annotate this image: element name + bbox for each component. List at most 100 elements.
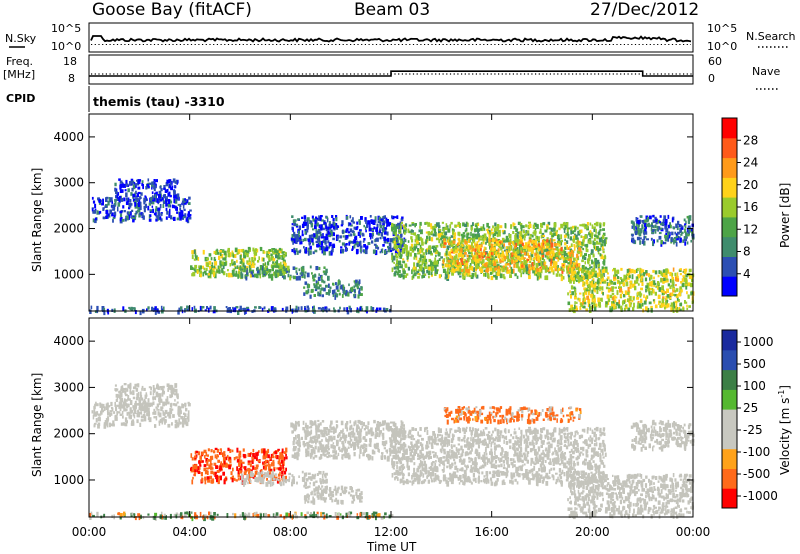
echo-cell (502, 252, 505, 256)
echo-cell (499, 225, 503, 229)
echo-cell (360, 216, 363, 220)
echo-cell (658, 235, 662, 240)
echo-cell (495, 275, 498, 279)
echo-cell (197, 256, 200, 261)
echo-cell (353, 280, 356, 283)
echo-cell (503, 244, 505, 249)
echo-cell (594, 283, 597, 288)
echo-cell (275, 250, 279, 254)
echo-cell (251, 257, 254, 262)
echo-cell (376, 226, 378, 229)
echo-cell (328, 289, 331, 293)
echo-cell (428, 245, 432, 251)
echo-cell (560, 255, 564, 259)
echo-cell (560, 223, 564, 229)
echo-cell (119, 407, 122, 411)
echo-cell (324, 308, 327, 312)
echo-cell (400, 241, 403, 245)
echo-cell (323, 221, 326, 225)
echo-cell (528, 274, 531, 280)
echo-cell (682, 275, 686, 278)
echo-cell (389, 222, 392, 226)
echo-cell (98, 199, 101, 204)
echo-cell (119, 397, 122, 402)
echo-cell (586, 289, 588, 292)
echo-cell (540, 247, 544, 250)
echo-cell (421, 241, 424, 246)
echo-cell (410, 231, 413, 235)
echo-cell (514, 248, 517, 251)
echo-cell (112, 423, 115, 427)
echo-cell (339, 235, 342, 239)
echo-cell (355, 248, 359, 254)
echo-cell (542, 246, 546, 250)
echo-cell (348, 283, 350, 287)
echo-cell (283, 271, 287, 274)
echo-cell (481, 263, 485, 267)
echo-cell (576, 253, 579, 259)
echo-cell (320, 234, 324, 239)
echo-cell (618, 286, 621, 289)
echo-cell (167, 423, 171, 428)
echo-cell (475, 237, 479, 240)
echo-cell (458, 232, 461, 237)
echo-cell (97, 423, 100, 429)
echo-cell (648, 301, 652, 305)
echo-cell (99, 402, 102, 406)
echo-cell (291, 479, 294, 482)
echo-cell (251, 459, 254, 464)
echo-cell (622, 300, 624, 306)
echo-cell (164, 415, 167, 419)
echo-cell (582, 284, 585, 287)
echo-cell (275, 254, 278, 259)
echo-cell (311, 238, 314, 243)
echo-cell (430, 260, 433, 266)
echo-cell (591, 289, 594, 295)
echo-cell (304, 222, 308, 227)
echo-cell (169, 208, 171, 214)
echo-cell (452, 248, 456, 252)
echo-cell (313, 283, 316, 286)
echo-cell (158, 393, 162, 398)
echo-cell (135, 383, 139, 387)
echo-cell (320, 245, 324, 250)
echo-cell (674, 293, 677, 297)
echo-cell (158, 194, 161, 199)
echo-cell (210, 466, 213, 470)
echo-cell (379, 251, 382, 254)
echo-cell (158, 401, 161, 406)
echo-cell (611, 287, 614, 293)
echo-cell (306, 217, 310, 221)
echo-cell (614, 299, 617, 303)
echo-cell (223, 451, 226, 454)
echo-cell (678, 236, 681, 239)
echo-cell (193, 249, 196, 254)
echo-cell (105, 418, 109, 422)
echo-cell (478, 252, 481, 255)
echo-cell (411, 223, 415, 226)
echo-cell (174, 198, 178, 204)
echo-cell (314, 288, 318, 292)
echo-cell (428, 258, 432, 263)
echo-cell (322, 246, 325, 251)
echo-cell (123, 183, 126, 188)
echo-cell (297, 238, 300, 241)
echo-cell (120, 402, 123, 407)
echo-cell (640, 293, 643, 296)
noise-right-tick-top: 10^5 (707, 22, 737, 35)
echo-cell (491, 237, 494, 243)
echo-cell (177, 412, 180, 416)
echo-cell (578, 277, 581, 280)
echo-cell (382, 307, 386, 312)
echo-cell (129, 181, 132, 186)
echo-cell (662, 219, 665, 223)
echo-cell (600, 254, 604, 260)
echo-cell (280, 459, 284, 464)
echo-cell (314, 225, 317, 229)
echo-cell (474, 257, 478, 262)
echo-cell (245, 266, 249, 269)
echo-cell (642, 273, 646, 277)
echo-cell (539, 272, 542, 278)
echo-cell (664, 219, 668, 224)
echo-cell (261, 477, 264, 483)
